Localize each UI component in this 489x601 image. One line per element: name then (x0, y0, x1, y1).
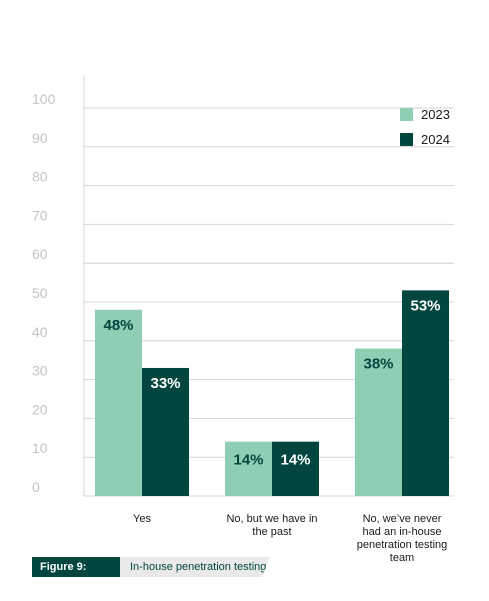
figure-number: Figure 9: (32, 557, 120, 577)
y-tick-label: 90 (32, 130, 48, 146)
bar-2023 (355, 348, 402, 496)
category-label-line: the past (252, 526, 291, 538)
bar-2024 (272, 441, 319, 496)
category-label-line: No, we’ve never (363, 513, 442, 525)
y-tick-label: 0 (32, 479, 40, 495)
category-label-line: had an in-house (363, 526, 442, 538)
category-label-line: team (390, 552, 414, 564)
bars: 48% 14% 38% 33% 14% 53% (95, 290, 449, 496)
legend-label: 2024 (421, 132, 450, 147)
x-axis-categories: Yes No, but we have in the past No, we’ve n… (133, 513, 447, 564)
category-label: No, we’ve never had an in-house penetratio… (357, 513, 448, 564)
legend-swatch-2024 (400, 133, 413, 146)
data-label: 33% (150, 375, 180, 392)
category-label: Yes (133, 513, 151, 525)
y-tick-label: 50 (32, 285, 48, 301)
data-label: 38% (363, 356, 393, 373)
figure-title: In-house penetration testing (102, 557, 270, 577)
bar-2024 (402, 290, 449, 496)
figure-caption: In-house penetration testing Figure 9: (32, 557, 272, 577)
y-axis-ticks: 0 10 20 30 40 50 60 70 80 90 100 (32, 91, 56, 495)
data-label: 14% (280, 452, 310, 469)
legend-label: 2023 (421, 107, 450, 122)
category-label: No, but we have in the past (226, 513, 317, 538)
legend-swatch-2023 (400, 108, 413, 121)
data-label: 48% (103, 317, 133, 334)
data-label: 53% (410, 297, 440, 314)
y-tick-label: 60 (32, 246, 48, 262)
y-tick-label: 40 (32, 324, 48, 340)
category-label-line: No, but we have in (226, 513, 317, 525)
category-label-line: penetration testing (357, 539, 448, 551)
y-tick-label: 70 (32, 207, 48, 223)
y-tick-label: 80 (32, 169, 48, 185)
bar-2023 (95, 309, 142, 496)
y-tick-label: 10 (32, 440, 48, 456)
bar-2024 (142, 367, 189, 496)
y-tick-label: 20 (32, 401, 48, 417)
bar-2023 (225, 441, 272, 496)
y-tick-label: 30 (32, 363, 48, 379)
legend: 2023 2024 (400, 107, 450, 147)
category-label-line: Yes (133, 513, 151, 525)
y-tick-label: 100 (32, 91, 56, 107)
data-label: 14% (233, 452, 263, 469)
